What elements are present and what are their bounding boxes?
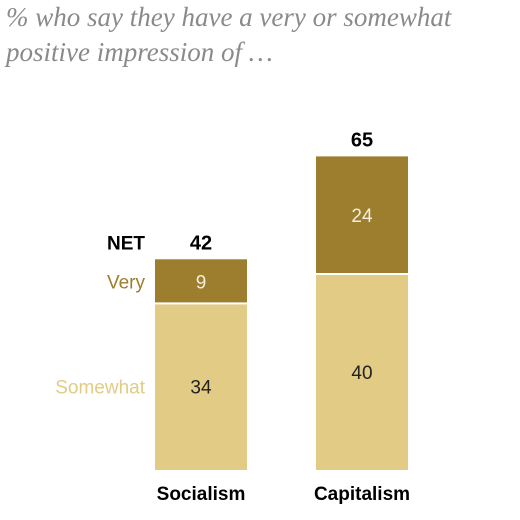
data-label-somewhat-socialism: 34 (190, 378, 212, 399)
bar-divider-capitalism (316, 273, 408, 275)
net-value-socialism: 42 (190, 232, 212, 254)
bar-somewhat-socialism (155, 303, 247, 470)
category-label-capitalism: Capitalism (314, 484, 410, 505)
data-label-very-capitalism: 24 (351, 206, 373, 227)
legend-label-somewhat: Somewhat (55, 378, 145, 399)
net-value-capitalism: 65 (351, 129, 373, 151)
bar-somewhat-capitalism (316, 274, 408, 470)
bar-divider-socialism (155, 302, 247, 305)
category-label-socialism: Socialism (157, 484, 246, 505)
legend-label-very: Very (107, 272, 146, 293)
net-label: NET (107, 233, 145, 254)
bar-very-socialism (155, 259, 247, 303)
bar-very-capitalism (316, 156, 408, 273)
chart-subtitle: % who say they have a very or somewhat p… (6, 2, 452, 67)
data-label-somewhat-capitalism: 40 (351, 363, 372, 384)
data-label-very-socialism: 9 (196, 272, 207, 293)
